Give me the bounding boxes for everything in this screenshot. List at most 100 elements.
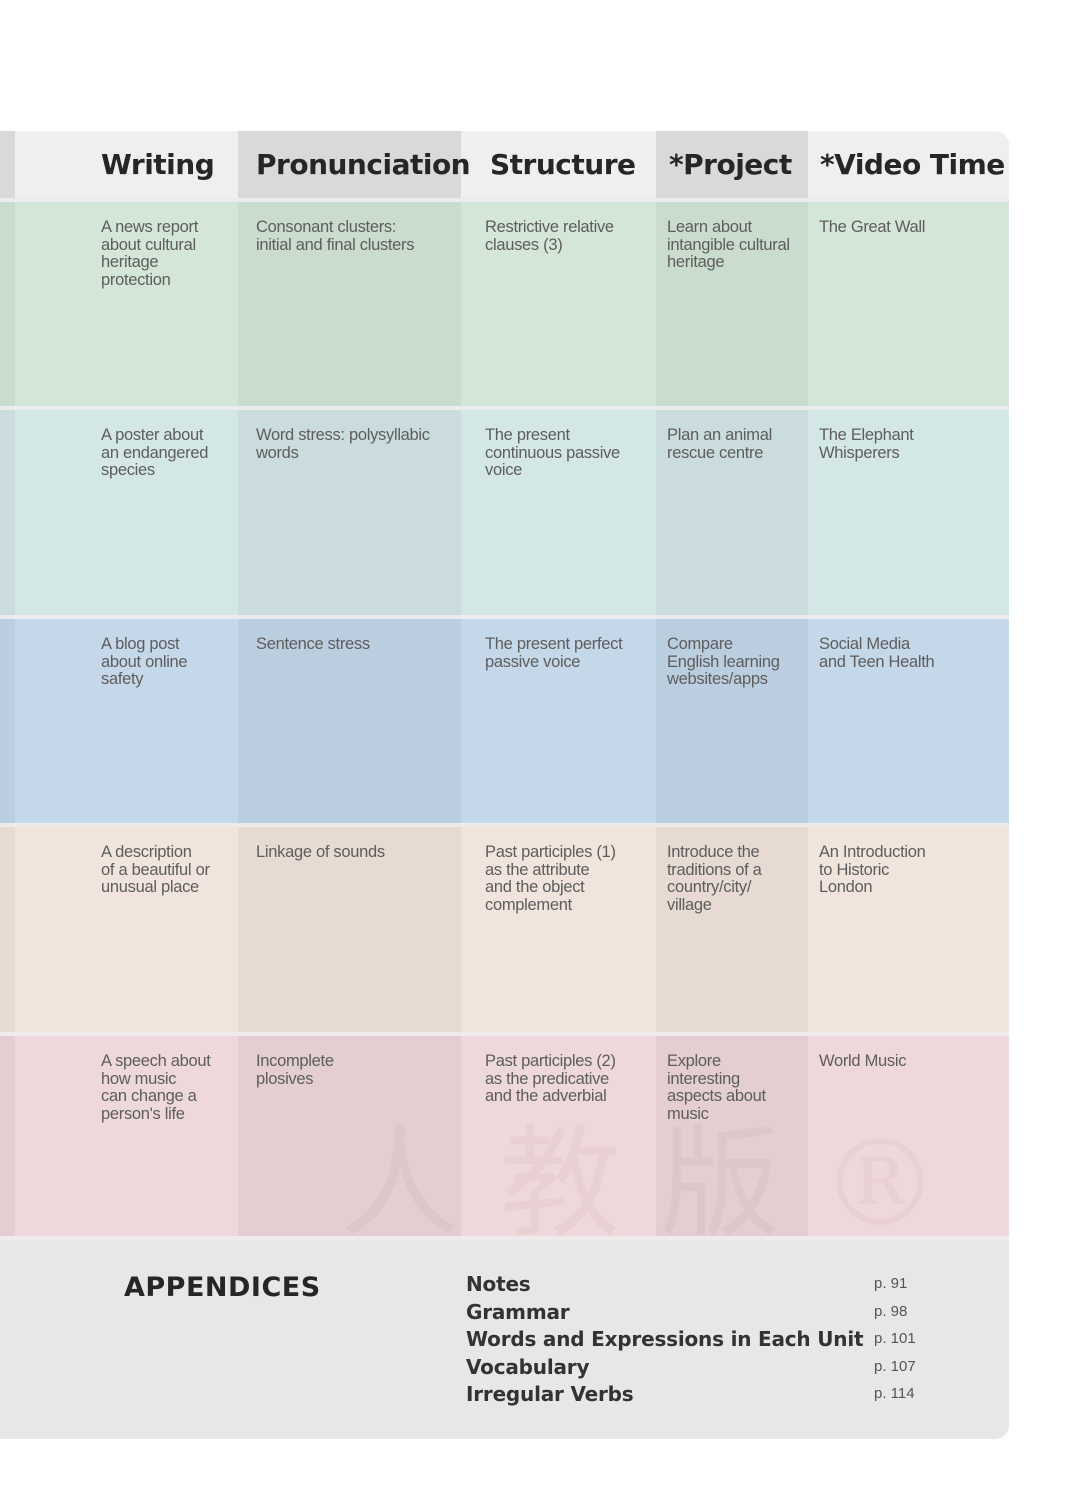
cell-text-line: Incomplete — [256, 1052, 334, 1070]
cell-project: Introduce the traditions of a country/city… — [656, 827, 808, 1032]
appendix-item-name: Notes — [466, 1272, 531, 1296]
appendix-item: Notes p. 91 — [466, 1272, 926, 1300]
cell-edge — [0, 619, 15, 823]
cell-text-line: Past participles (1) — [485, 843, 616, 861]
contents-table: Writing Pronunciation Structure *Project… — [0, 131, 1009, 1439]
cell-text-line: passive voice — [485, 652, 581, 671]
cell-structure: The present continuous passive voice — [461, 410, 656, 615]
cell-pronunciation: Word stress: polysyllabic words — [238, 410, 461, 615]
cell-text-line: about online — [101, 652, 188, 671]
cell-video: An Introduction to Historic London — [808, 827, 1009, 1032]
cell-text-line: country/city/ — [667, 878, 752, 896]
cell-text-line: of a beautiful or — [101, 860, 210, 879]
appendix-item: Irregular Verbs p. 114 — [466, 1382, 926, 1410]
header-structure: Structure — [490, 148, 636, 181]
cell-text-line: an endangered — [101, 443, 209, 462]
cell-project: Plan an animal rescue centre — [656, 410, 808, 615]
cell-text-line: voice — [485, 461, 523, 479]
appendix-item-page: p. 114 — [874, 1385, 915, 1402]
cell-text-line: The Elephant — [819, 426, 914, 444]
cell-edge — [0, 202, 15, 406]
cell-text-line: The present perfect — [485, 635, 623, 653]
cell-text-line: heritage — [667, 253, 725, 271]
cell-text-line: Word stress: polysyllabic — [256, 426, 430, 444]
cell-text-line: and the adverbial — [485, 1087, 607, 1105]
appendix-item-page: p. 101 — [874, 1330, 916, 1347]
cell-text-line: traditions of a — [667, 860, 762, 879]
cell-text-line: Compare — [667, 635, 733, 653]
table-row: A description of a beautiful or unusual pl… — [0, 827, 1009, 1032]
cell-pronunciation: Sentence stress — [238, 619, 461, 823]
cell-text-line: Consonant clusters: — [256, 218, 397, 236]
cell-text-line: Linkage of sounds — [256, 843, 385, 861]
cell-text-line: A speech about — [101, 1052, 211, 1070]
cell-text-line: person's life — [101, 1104, 185, 1123]
cell-video: World Music — [808, 1036, 1009, 1236]
cell-text-line: safety — [101, 670, 144, 688]
cell-text-line: Restrictive relative — [485, 218, 614, 236]
cell-text-line: words — [256, 443, 299, 462]
appendix-item-name: Irregular Verbs — [466, 1382, 634, 1406]
cell-text-line: rescue centre — [667, 443, 764, 462]
cell-text-line: music — [667, 1104, 709, 1123]
appendix-item-name: Grammar — [466, 1299, 570, 1324]
cell-text-line: interesting — [667, 1069, 740, 1088]
cell-writing: A description of a beautiful or unusual pl… — [15, 827, 238, 1032]
appendix-item-name: Vocabulary — [466, 1354, 590, 1379]
cell-text-line: complement — [485, 895, 572, 914]
table-row: A blog post about online safety Sentence st… — [0, 619, 1009, 823]
appendix-item-page: p. 98 — [874, 1302, 908, 1320]
cell-text-line: Social Media — [819, 635, 910, 653]
header-pronunciation: Pronunciation — [238, 131, 471, 198]
header-video-time: *Video Time — [820, 148, 1005, 181]
appendices-section: APPENDICES Notes p. 91 Grammar p. 98 Words a… — [0, 1240, 1009, 1439]
cell-text-line: as the attribute — [485, 860, 590, 879]
cell-text-line: species — [101, 461, 155, 479]
cell-text-line: Learn about — [667, 218, 752, 236]
cell-edge — [0, 410, 15, 615]
appendix-item-name: Words and Expressions in Each Unit — [466, 1327, 864, 1351]
cell-structure: Past participles (2) as the predicative an… — [461, 1036, 656, 1236]
cell-text-line: London — [819, 878, 873, 896]
cell-text-line: heritage — [101, 253, 159, 271]
cell-text-line: initial and final clusters — [256, 235, 415, 254]
cell-text-line: Whisperers — [819, 443, 900, 462]
cell-video: The Great Wall — [808, 202, 1009, 406]
table-row: A speech about how music can change a perso… — [0, 1036, 1009, 1236]
cell-text-line: village — [667, 895, 712, 914]
cell-edge — [0, 1036, 15, 1236]
cell-text-line: English learning — [667, 652, 780, 671]
cell-video: The Elephant Whisperers — [808, 410, 1009, 615]
header-edge — [0, 131, 15, 198]
cell-text-line: The Great Wall — [819, 218, 926, 236]
appendices-list: Notes p. 91 Grammar p. 98 Words and Expressi… — [466, 1272, 926, 1410]
cell-edge — [0, 827, 15, 1032]
cell-project: Explore interesting aspects about music — [656, 1036, 808, 1236]
cell-text-line: A description — [101, 843, 192, 861]
appendix-item: Words and Expressions in Each Unit p. 101 — [466, 1327, 926, 1355]
cell-writing: A speech about how music can change a perso… — [15, 1036, 238, 1236]
cell-text-line: protection — [101, 270, 171, 289]
cell-text-line: clauses (3) — [485, 235, 563, 254]
cell-text-line: Plan an animal — [667, 426, 772, 444]
cell-structure: Restrictive relative clauses (3) — [461, 202, 656, 406]
cell-project: Learn about intangible cultural heritage — [656, 202, 808, 406]
cell-text-line: as the predicative — [485, 1069, 609, 1088]
cell-text-line: Introduce the — [667, 843, 760, 861]
cell-text-line: unusual place — [101, 878, 199, 896]
cell-text-line: websites/apps — [667, 670, 768, 688]
cell-project: Compare English learning websites/apps — [656, 619, 808, 823]
cell-text-line: aspects about — [667, 1087, 766, 1105]
header-writing: Writing — [101, 148, 215, 181]
cell-writing: A news report about cultural heritage prote… — [15, 202, 238, 406]
cell-text-line: Explore — [667, 1052, 721, 1070]
appendix-item-page: p. 91 — [874, 1275, 908, 1292]
cell-text-line: intangible cultural — [667, 235, 790, 254]
cell-text-line: An Introduction — [819, 843, 926, 861]
cell-writing: A blog post about online safety — [15, 619, 238, 823]
cell-pronunciation: Consonant clusters: initial and final clu… — [238, 202, 461, 406]
cell-text-line: about cultural — [101, 235, 196, 254]
cell-text-line: can change a — [101, 1087, 197, 1105]
table-row: A news report about cultural heritage prote… — [0, 202, 1009, 406]
cell-text-line: World Music — [819, 1052, 907, 1070]
